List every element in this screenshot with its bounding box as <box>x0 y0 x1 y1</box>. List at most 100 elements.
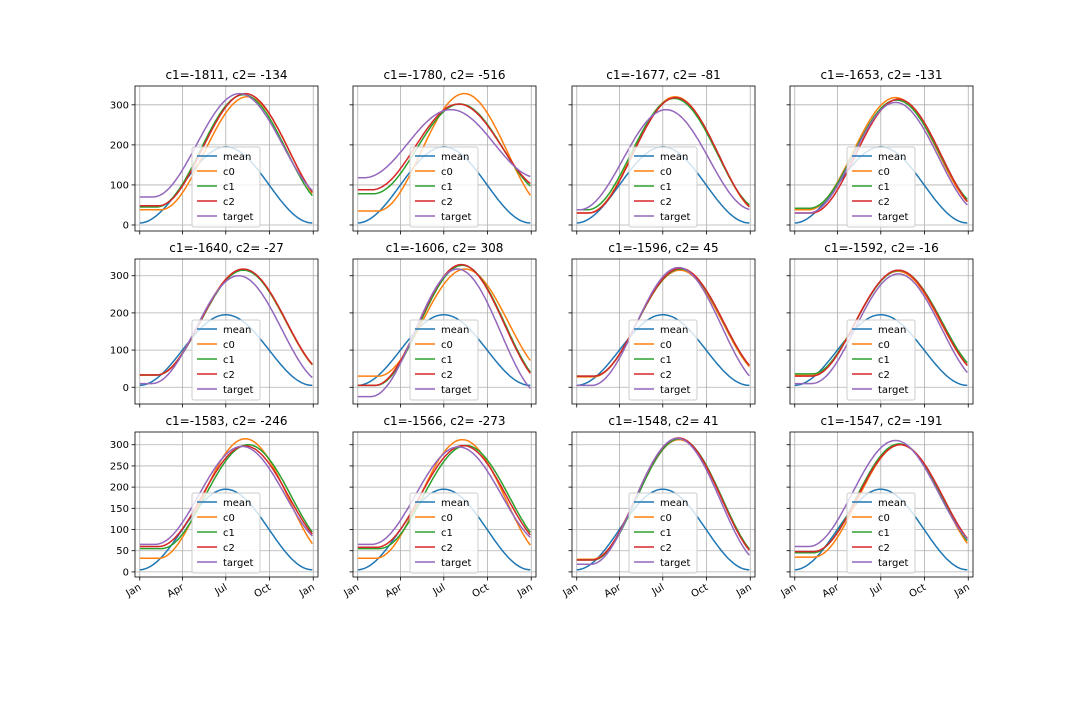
series-line-c0 <box>357 438 531 560</box>
y-tick-label: 0 <box>123 567 129 578</box>
subplot-title: c1=-1566, c2= -273 <box>383 414 505 428</box>
subplot-7: c1=-1596, c2= 45 mean c0 c1 c2 target <box>568 241 756 408</box>
legend-label-c1: c1 <box>223 355 235 366</box>
series-line-target <box>794 101 968 214</box>
legend-label-target: target <box>441 212 471 223</box>
y-tick-label: 200 <box>110 483 129 494</box>
y-tick-label: 300 <box>110 440 129 451</box>
legend: mean c0 c1 c2 target <box>409 492 479 574</box>
subplot-title: c1=-1606, c2= 308 <box>386 241 504 255</box>
legend-label-mean: mean <box>223 325 251 336</box>
legend-label-mean: mean <box>660 325 688 336</box>
legend-frame <box>409 146 479 228</box>
legend-label-target: target <box>878 558 908 569</box>
legend-label-mean: mean <box>878 325 906 336</box>
axes-frame <box>789 258 974 405</box>
legend-label-c0: c0 <box>878 513 890 524</box>
series-line-target <box>576 108 750 211</box>
legend: mean c0 c1 c2 target <box>191 146 261 228</box>
axes-frame <box>352 431 537 578</box>
series-line-target <box>357 446 531 546</box>
legend-label-mean: mean <box>223 498 251 509</box>
legend-label-c1: c1 <box>660 182 672 193</box>
legend-label-mean: mean <box>441 152 469 163</box>
subplot-12: c1=-1547, c2= -191 mean c0 c1 c2 target Jan Apr… <box>779 414 974 601</box>
legend-label-target: target <box>660 558 690 569</box>
series-line-mean <box>357 488 531 571</box>
legend: mean c0 c1 c2 target <box>846 146 916 228</box>
y-tick-label: 300 <box>110 100 129 111</box>
axes-frame <box>571 85 756 232</box>
legend-label-c2: c2 <box>660 543 672 554</box>
series-line-target <box>576 266 750 387</box>
legend-frame <box>846 492 916 574</box>
legend-label-c2: c2 <box>441 197 453 208</box>
subplot-3: c1=-1677, c2= -81 mean c0 c1 c2 target <box>568 68 756 235</box>
legend-label-target: target <box>223 385 253 396</box>
series-line-c2 <box>357 444 531 549</box>
legend-label-c0: c0 <box>878 340 890 351</box>
legend-label-c0: c0 <box>223 513 235 524</box>
subplot-title: c1=-1548, c2= 41 <box>608 414 718 428</box>
legend-label-target: target <box>878 212 908 223</box>
legend: mean c0 c1 c2 target <box>846 492 916 574</box>
series-line-c2 <box>576 267 750 377</box>
legend-label-c1: c1 <box>660 528 672 539</box>
legend-frame <box>409 319 479 401</box>
x-tick-label: Jul <box>430 582 447 598</box>
legend-label-target: target <box>660 385 690 396</box>
legend-label-c2: c2 <box>223 197 235 208</box>
legend-label-target: target <box>441 385 471 396</box>
y-tick-label: 100 <box>110 180 129 191</box>
legend-label-target: target <box>660 212 690 223</box>
series-line-target <box>357 108 531 179</box>
legend-label-target: target <box>223 212 253 223</box>
legend-label-c1: c1 <box>660 355 672 366</box>
series-line-c2 <box>139 92 313 207</box>
x-tick-label: Apr <box>821 582 842 601</box>
series-line-mean <box>357 314 531 387</box>
legend: mean c0 c1 c2 target <box>628 492 698 574</box>
axes-frame <box>571 431 756 578</box>
series-line-mean <box>794 314 968 387</box>
series-line-c2 <box>576 96 750 214</box>
subplot-10: c1=-1566, c2= -273 mean c0 c1 c2 target Jan Apr… <box>342 414 537 600</box>
legend-label-mean: mean <box>660 152 688 163</box>
legend-label-c0: c0 <box>660 167 672 178</box>
series-line-c2 <box>139 268 313 376</box>
legend-label-c2: c2 <box>878 197 890 208</box>
subplot-title: c1=-1592, c2= -16 <box>824 241 939 255</box>
legend-label-c0: c0 <box>441 167 453 178</box>
legend-label-mean: mean <box>878 152 906 163</box>
legend-frame <box>846 319 916 401</box>
legend-label-target: target <box>223 558 253 569</box>
y-tick-label: 0 <box>123 220 129 231</box>
y-tick-label: 100 <box>110 346 129 357</box>
legend-label-target: target <box>441 558 471 569</box>
subplot-title: c1=-1653, c2= -131 <box>820 68 942 82</box>
legend-label-c2: c2 <box>223 543 235 554</box>
axes-frame <box>134 258 319 405</box>
legend-label-c2: c2 <box>441 543 453 554</box>
series-line-target <box>139 274 313 385</box>
y-tick-label: 200 <box>110 140 129 151</box>
legend-frame <box>191 319 261 401</box>
x-tick-label: Oct <box>253 582 274 600</box>
series-line-c1 <box>139 443 313 550</box>
legend-label-c2: c2 <box>878 543 890 554</box>
subplot-title: c1=-1677, c2= -81 <box>606 68 721 82</box>
subplot-5: c1=-1640, c2= -27 mean c0 c1 c2 target 0 100 200… <box>110 241 319 408</box>
subplot-title: c1=-1547, c2= -191 <box>820 414 942 428</box>
legend: mean c0 c1 c2 target <box>191 319 261 401</box>
axes-frame <box>352 85 537 232</box>
x-tick-label: Jul <box>867 582 884 598</box>
x-tick-label: Oct <box>690 582 711 600</box>
subplot-4: c1=-1653, c2= -131 mean c0 c1 c2 target <box>786 68 974 235</box>
legend-frame <box>628 146 698 228</box>
legend-label-c1: c1 <box>878 355 890 366</box>
legend-frame <box>846 146 916 228</box>
subplot-1: c1=-1811, c2= -134 mean c0 c1 c2 target 0 100 20… <box>110 68 319 235</box>
x-tick-label: Jan <box>297 582 317 600</box>
legend: mean c0 c1 c2 target <box>628 146 698 228</box>
y-tick-label: 50 <box>116 546 129 557</box>
